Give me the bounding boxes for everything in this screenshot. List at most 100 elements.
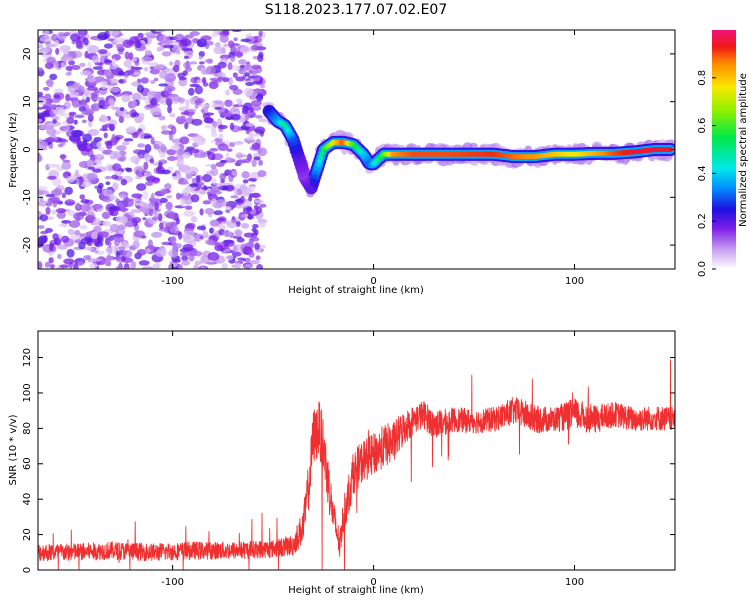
noise-speckle: [244, 63, 252, 72]
noise-speckle: [38, 225, 45, 229]
noise-speckle: [243, 87, 254, 97]
noise-speckle: [63, 31, 71, 37]
noise-speckle: [110, 87, 120, 93]
noise-speckle: [44, 137, 56, 143]
noise-speckle: [59, 45, 71, 52]
noise-speckle: [236, 154, 248, 158]
noise-speckle: [44, 261, 51, 268]
noise-speckle: [151, 177, 160, 184]
noise-speckle: [230, 195, 239, 199]
spectrogram-x-tick-label: 0: [370, 276, 376, 287]
noise-speckle: [155, 94, 161, 102]
noise-speckle: [125, 168, 133, 173]
noise-speckle: [66, 248, 75, 258]
noise-speckle: [127, 198, 134, 202]
noise-speckle: [101, 221, 107, 226]
noise-speckle: [72, 99, 80, 109]
noise-speckle: [251, 104, 262, 111]
noise-speckle: [53, 237, 62, 246]
noise-speckle: [107, 38, 114, 42]
noise-speckle: [190, 194, 200, 203]
noise-speckle: [117, 51, 124, 55]
noise-speckle: [200, 266, 206, 269]
noise-speckle: [118, 246, 126, 251]
noise-speckle: [153, 143, 160, 150]
noise-speckle: [158, 83, 169, 87]
noise-speckle: [212, 178, 217, 185]
noise-speckle: [232, 72, 238, 78]
noise-speckle: [222, 239, 235, 244]
noise-speckle: [40, 230, 49, 235]
noise-speckle: [161, 125, 168, 130]
noise-speckle: [131, 216, 142, 224]
noise-speckle: [177, 72, 186, 79]
noise-speckle: [65, 72, 72, 76]
noise-speckle: [165, 96, 170, 105]
noise-speckle: [73, 263, 79, 269]
noise-speckle: [241, 170, 250, 179]
noise-speckle: [79, 30, 86, 35]
noise-speckle: [254, 114, 263, 119]
noise-speckle: [253, 156, 261, 161]
noise-speckle: [58, 108, 66, 117]
noise-speckle: [45, 206, 51, 215]
noise-speckle: [97, 32, 109, 41]
noise-speckle: [217, 76, 224, 81]
noise-speckle: [91, 55, 100, 63]
noise-speckle: [94, 185, 99, 190]
noise-speckle: [156, 166, 162, 172]
signal-track-segment: [293, 145, 299, 151]
noise-speckle: [180, 38, 192, 47]
noise-speckle: [80, 233, 92, 238]
noise-speckle: [78, 176, 84, 186]
noise-speckle: [119, 194, 127, 199]
noise-speckle: [87, 77, 96, 83]
noise-speckle: [85, 215, 95, 223]
noise-speckle: [105, 181, 111, 186]
noise-speckle: [169, 61, 174, 66]
noise-speckle: [221, 263, 229, 269]
noise-speckle: [136, 205, 141, 209]
noise-speckle: [213, 210, 223, 216]
noise-speckle: [103, 132, 108, 139]
noise-speckle: [219, 173, 226, 181]
noise-speckle: [251, 133, 260, 137]
noise-speckle: [75, 202, 81, 210]
noise-speckle: [128, 52, 134, 61]
noise-speckle: [104, 59, 112, 64]
noise-speckle: [222, 77, 230, 83]
noise-speckle: [148, 208, 154, 217]
noise-speckle: [170, 125, 177, 135]
noise-speckle: [225, 206, 232, 211]
noise-speckle: [49, 196, 61, 203]
noise-speckle: [61, 192, 67, 199]
noise-speckle: [87, 75, 95, 79]
noise-speckle: [230, 113, 241, 121]
noise-speckle: [190, 215, 198, 223]
noise-speckle: [201, 106, 209, 115]
noise-speckle: [234, 262, 242, 269]
noise-speckle: [242, 187, 252, 196]
noise-speckle: [136, 183, 147, 191]
noise-speckle: [117, 70, 125, 76]
noise-speckle: [161, 51, 172, 57]
noise-speckle: [87, 61, 92, 70]
noise-speckle: [152, 111, 162, 116]
noise-speckle: [94, 62, 104, 66]
noise-speckle: [221, 186, 228, 191]
noise-speckle: [87, 114, 94, 122]
noise-speckle: [143, 67, 149, 72]
noise-speckle: [207, 251, 220, 261]
noise-speckle: [229, 84, 239, 91]
noise-speckle: [51, 209, 57, 215]
noise-speckle: [57, 253, 62, 260]
colorbar-label: Normalized spectral amplitude: [738, 73, 749, 227]
noise-speckle: [94, 241, 104, 247]
snr-x-tick-label: -100: [161, 577, 184, 588]
signal-track-segment: [318, 154, 324, 160]
noise-speckle: [172, 64, 180, 73]
noise-speckle: [180, 111, 191, 116]
noise-speckle: [240, 38, 252, 43]
noise-speckle: [121, 114, 132, 119]
